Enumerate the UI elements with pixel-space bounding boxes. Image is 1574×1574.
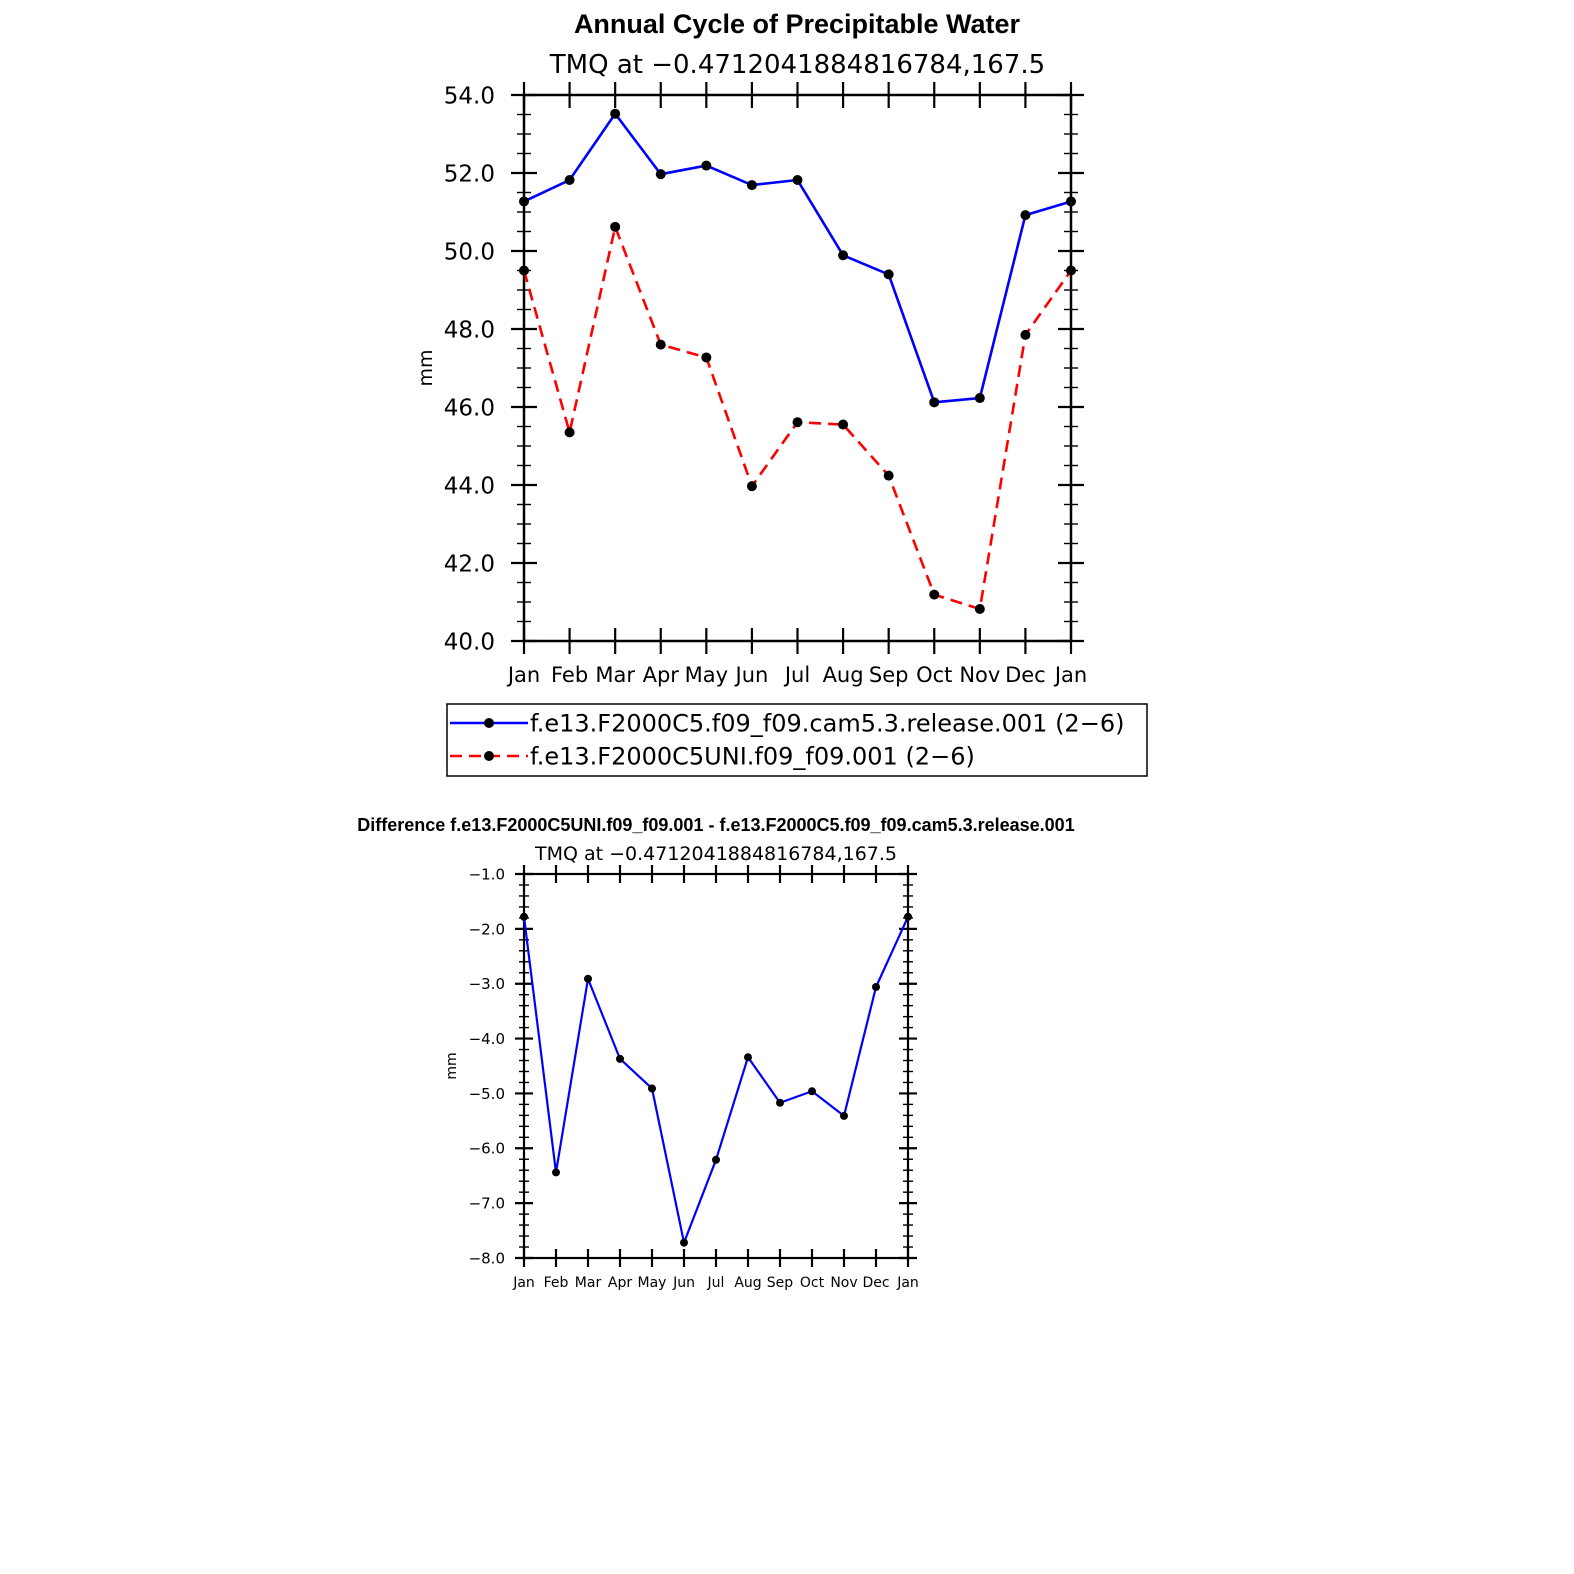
- y-tick-label: −5.0: [469, 1085, 505, 1103]
- data-point: [552, 1168, 560, 1177]
- legend-entry-0: f.e13.F2000C5.f09_f09.cam5.3.release.001…: [530, 710, 1124, 738]
- y-tick-label: −3.0: [469, 975, 505, 993]
- x-tick-label: Feb: [551, 663, 588, 687]
- y-tick-label: −2.0: [469, 920, 505, 938]
- y-tick-label: 44.0: [444, 473, 495, 499]
- series-line-0: [522, 916, 910, 1244]
- y-tick-label: −6.0: [469, 1140, 505, 1158]
- x-tick-label: May: [638, 1275, 667, 1291]
- data-point: [776, 1098, 784, 1107]
- x-tick-label: Dec: [862, 1275, 889, 1291]
- x-tick-label: Feb: [544, 1275, 569, 1291]
- chart-top: Annual Cycle of Precipitable Water TMQ at…: [415, 9, 1148, 777]
- data-point: [808, 1087, 816, 1096]
- data-point: [883, 269, 894, 280]
- y-axis-label: mm: [415, 349, 437, 386]
- legend-marker-1: [484, 751, 494, 761]
- data-point: [655, 339, 666, 350]
- y-tick-label: 52.0: [444, 161, 495, 187]
- y-tick-label: −8.0: [469, 1249, 505, 1267]
- x-tick-label: Apr: [608, 1275, 632, 1291]
- data-point: [564, 427, 575, 438]
- data-point: [701, 160, 712, 171]
- x-tick-label: Aug: [734, 1275, 761, 1291]
- data-point: [519, 196, 529, 207]
- legend-marker-0: [484, 718, 494, 728]
- data-point: [744, 1053, 752, 1062]
- chart-subtitle: TMQ at −0.4712041884816784,167.5: [534, 843, 897, 865]
- data-point: [974, 393, 985, 404]
- x-tick-label: Jun: [672, 1275, 695, 1291]
- legend-entry-1: f.e13.F2000C5UNI.f09_f09.001 (2−6): [530, 743, 975, 771]
- x-tick-label: Mar: [575, 1275, 602, 1291]
- chart-diff: Difference f.e13.F2000C5UNI.f09_f09.001 …: [357, 815, 1074, 1291]
- x-tick-label: Nov: [959, 663, 1000, 687]
- x-tick-label: May: [685, 663, 728, 687]
- data-point: [701, 352, 712, 363]
- data-point: [838, 250, 849, 261]
- chart-title: Annual Cycle of Precipitable Water: [574, 9, 1021, 39]
- data-point: [904, 912, 912, 921]
- data-point: [1020, 329, 1031, 340]
- data-point: [792, 175, 803, 186]
- x-tick-label: Jul: [707, 1275, 725, 1291]
- data-point: [929, 397, 940, 408]
- x-tick-label: Jun: [734, 663, 769, 687]
- y-tick-label: 50.0: [444, 239, 495, 265]
- data-point: [680, 1238, 688, 1247]
- y-tick-label: −7.0: [469, 1195, 505, 1213]
- x-tick-label: Nov: [830, 1275, 857, 1291]
- data-point: [838, 419, 849, 430]
- data-point: [648, 1084, 656, 1093]
- y-tick-label: 42.0: [444, 551, 495, 577]
- data-point: [655, 169, 666, 180]
- data-point: [840, 1111, 848, 1120]
- data-point: [616, 1054, 624, 1063]
- data-point: [1020, 210, 1031, 221]
- plot-frame: [522, 872, 910, 1260]
- data-point: [610, 221, 621, 232]
- x-tick-label: Sep: [767, 1275, 794, 1291]
- data-point: [792, 417, 803, 428]
- x-tick-label: Oct: [800, 1275, 825, 1291]
- y-tick-label: 54.0: [444, 83, 495, 109]
- data-point: [929, 589, 940, 600]
- data-point: [1066, 196, 1076, 207]
- y-tick-label: −4.0: [469, 1030, 505, 1048]
- x-tick-label: Mar: [595, 663, 635, 687]
- data-point: [610, 108, 621, 119]
- x-tick-label: Oct: [916, 663, 952, 687]
- data-point: [564, 175, 575, 186]
- data-point: [974, 604, 985, 615]
- chart-title: Difference f.e13.F2000C5UNI.f09_f09.001 …: [357, 815, 1074, 835]
- y-tick-label: 46.0: [444, 395, 495, 421]
- x-tick-label: Dec: [1005, 663, 1046, 687]
- y-axis-label: mm: [444, 1052, 460, 1079]
- data-point: [520, 912, 528, 921]
- x-tick-label: Jan: [512, 1275, 535, 1291]
- data-point: [519, 265, 529, 276]
- x-tick-label: Jan: [896, 1275, 919, 1291]
- series-line-0: [523, 112, 1072, 404]
- x-tick-label: Jan: [506, 663, 540, 687]
- data-point: [584, 974, 592, 983]
- x-tick-label: Aug: [823, 663, 864, 687]
- x-tick-label: Sep: [869, 663, 909, 687]
- data-point: [872, 983, 880, 992]
- x-tick-label: Jan: [1053, 663, 1087, 687]
- chart-subtitle: TMQ at −0.4712041884816784,167.5: [549, 50, 1045, 80]
- data-point: [746, 481, 757, 492]
- data-point: [883, 470, 894, 481]
- y-tick-label: −1.0: [469, 865, 505, 883]
- y-tick-label: 40.0: [444, 629, 495, 655]
- data-point: [746, 180, 757, 191]
- data-point: [712, 1155, 720, 1164]
- x-tick-label: Apr: [643, 663, 680, 687]
- x-tick-label: Jul: [783, 663, 810, 687]
- data-point: [1066, 265, 1076, 276]
- legend-box: [446, 703, 1148, 777]
- y-tick-label: 48.0: [444, 317, 495, 343]
